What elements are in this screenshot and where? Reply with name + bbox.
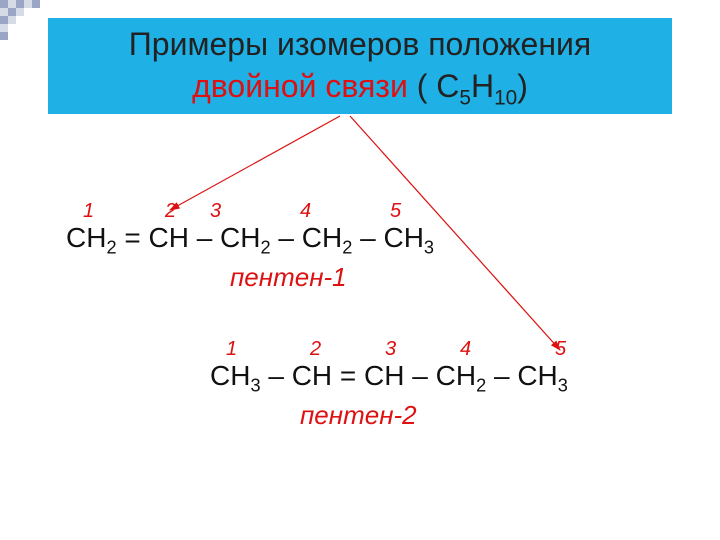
title-close-paren: ) [517,68,528,104]
isomer1-d2: – СН [352,222,424,253]
isomer1-num-4: 4 [300,200,311,223]
title-red-text: двойной связи [192,68,408,104]
isomer1-s1: 2 [106,238,116,258]
isomer1-eq: = СН – СН [117,222,261,253]
title-H: Н [471,68,494,104]
isomer1-d1: – СН [271,222,343,253]
isomer2-s1: 3 [250,376,260,396]
isomer2-d2: – СН [486,360,558,391]
isomer1-formula: СН2 = СН – СН2 – СН2 – СН3 [66,222,434,259]
isomer2-num-3: 3 [385,338,396,361]
isomer1-num-5: 5 [390,200,401,223]
isomer1-s4: 3 [424,238,434,258]
isomer1-c1: СН [66,222,106,253]
title-line-1: Примеры изомеров положения [48,24,672,66]
isomer2-num-2: 2 [310,338,321,361]
isomer2-name: пентен-2 [300,400,417,431]
isomer2-num-5: 5 [555,338,566,361]
isomer2-num-1: 1 [226,338,237,361]
isomer1-s3: 2 [342,238,352,258]
isomer1-s2: 2 [261,238,271,258]
isomer2-formula: СН3 – СН = СН – СН2 – СН3 [210,360,568,397]
isomer1-num-3: 3 [210,200,221,223]
isomer2-d1: – СН = СН – СН [261,360,477,391]
slide-title: Примеры изомеров положения двойной связи… [48,18,672,114]
isomer1-num-1: 1 [83,200,94,223]
isomer2-s2: 2 [476,376,486,396]
title-sub-10: 10 [494,86,517,109]
arrow-to-isomer1 [170,116,340,210]
title-line-2: двойной связи ( С5Н10) [48,66,672,111]
corner-decoration [0,0,40,40]
title-formula-open: ( С [408,68,460,104]
isomer2-num-4: 4 [460,338,471,361]
isomer2-s3: 3 [558,376,568,396]
isomer1-name: пентен-1 [230,262,347,293]
isomer2-c1: СН [210,360,250,391]
title-sub-5: 5 [459,86,471,109]
isomer1-num-2: 2 [165,200,176,223]
